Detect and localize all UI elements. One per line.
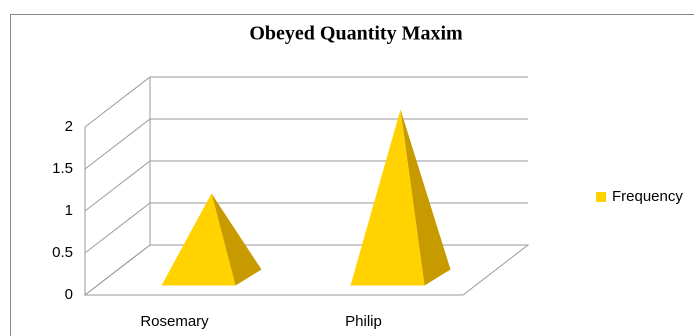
pyramid-side xyxy=(400,109,451,286)
legend-swatch xyxy=(596,192,606,202)
pyramid-front xyxy=(350,109,425,286)
grid-line xyxy=(84,76,528,128)
y-tick-label: 0.5 xyxy=(52,244,73,261)
pyramid-side xyxy=(211,193,262,286)
x-tick-label: Philip xyxy=(345,313,382,330)
y-tick-label: 1 xyxy=(65,202,73,219)
pyramid xyxy=(350,109,451,286)
legend-label: Frequency xyxy=(612,188,683,205)
pyramid xyxy=(161,193,262,286)
chart-title: Obeyed Quantity Maxim xyxy=(249,23,463,45)
pyramid-front xyxy=(161,193,236,286)
y-tick-label: 1.5 xyxy=(52,160,73,177)
y-tick-label: 2 xyxy=(65,118,73,135)
y-tick-label: 0 xyxy=(65,286,73,303)
x-tick-label: Rosemary xyxy=(140,313,209,330)
chart-frame xyxy=(10,14,694,336)
